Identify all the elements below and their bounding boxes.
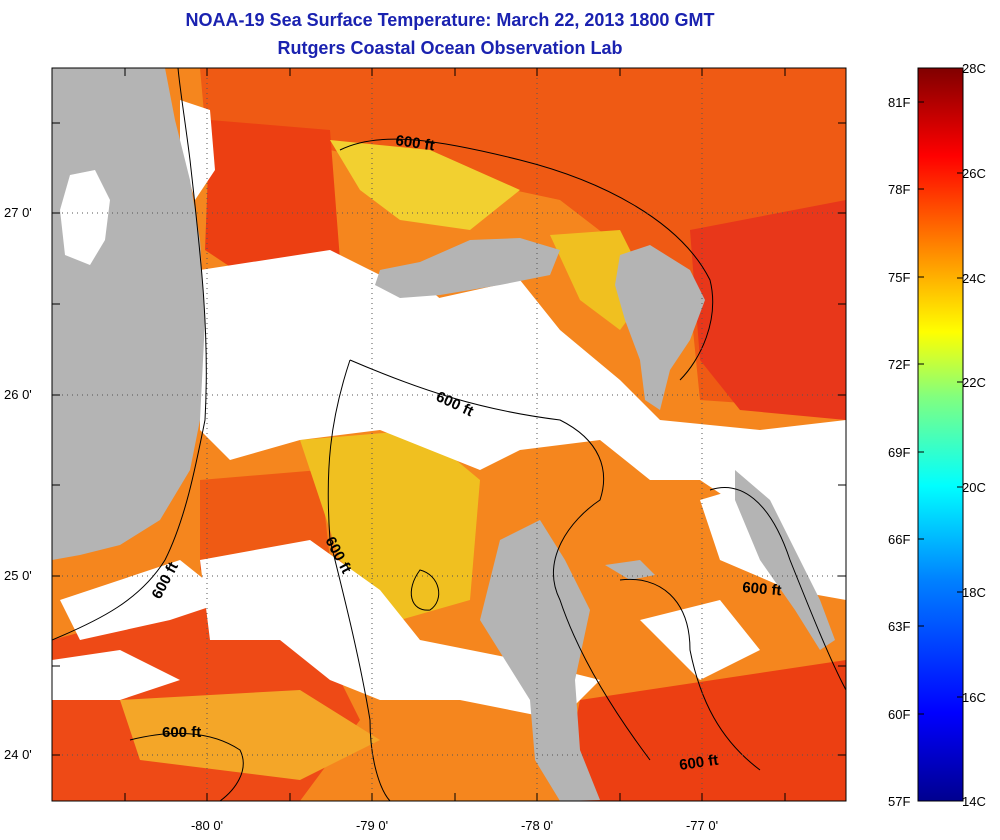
lon-label-79: -79 0' — [355, 818, 389, 833]
lon-label-78: -78 0' — [520, 818, 554, 833]
colorbar-label-14c: 14C — [962, 794, 986, 809]
colorbar-label-26c: 26C — [962, 166, 986, 181]
colorbar-label-24c: 24C — [962, 271, 986, 286]
lat-label-27: 27 0' — [4, 205, 32, 220]
warm-water-east — [690, 200, 846, 420]
lat-label-24: 24 0' — [4, 747, 32, 762]
warm-water-straits-north — [205, 120, 340, 280]
colorbar-label-78f: 78F — [888, 182, 911, 197]
land-new-providence — [605, 560, 655, 580]
cloud-keys — [60, 560, 230, 640]
cloud-south-central — [200, 540, 600, 720]
graticule — [52, 68, 846, 801]
colorbar-label-63f: 63F — [888, 619, 911, 634]
contour-label-south: 600 ft — [162, 724, 201, 741]
isobath-eleuthera — [709, 487, 846, 691]
lon-label-77: -77 0' — [685, 818, 719, 833]
cool-water-south — [120, 690, 380, 780]
lon-label-80: -80 0' — [190, 818, 224, 833]
lake-okeechobee — [60, 170, 110, 265]
colorbar-label-22c: 22C — [962, 375, 986, 390]
contour-label-southeast: 600 ft — [678, 752, 719, 774]
isobath-exuma-sound — [619, 578, 761, 771]
colorbar-label-20c: 20C — [962, 480, 986, 495]
land-andros — [480, 520, 600, 801]
isobath-great-bahama-bank-west — [327, 359, 391, 801]
colorbar-label-81f: 81F — [888, 95, 911, 110]
colorbar-label-75f: 75F — [888, 270, 911, 285]
land-abaco — [615, 245, 705, 410]
map-frame — [51, 67, 847, 802]
colorbar-label-69f: 69F — [888, 445, 911, 460]
colorbar-label-28c: 28C — [962, 61, 986, 76]
colorbar-label-66f: 66F — [888, 532, 911, 547]
map-area — [52, 68, 846, 801]
map-subtitle: Rutgers Coastal Ocean Observation Lab — [277, 38, 623, 58]
contour-label-north: 600 ft — [394, 132, 435, 154]
map-title: NOAA-19 Sea Surface Temperature: March 2… — [185, 10, 715, 30]
isobath-contours — [52, 68, 846, 801]
colorbar-label-16c: 16C — [962, 690, 986, 705]
isobath-florida-shelf — [52, 68, 207, 641]
colorbar-label-57f: 57F — [888, 794, 911, 809]
contour-label-east: 600 ft — [742, 579, 783, 599]
axis-ticks — [52, 68, 846, 801]
isobath-tongue-of-ocean — [349, 359, 651, 761]
colorbar — [917, 67, 964, 802]
cloud-exuma — [640, 600, 760, 680]
cool-water-bahama-bank — [300, 430, 480, 620]
isobath-closed-loop — [410, 569, 440, 611]
isobath-south — [129, 733, 244, 801]
colorbar-label-18c: 18C — [962, 585, 986, 600]
land-eleuthera — [735, 470, 835, 650]
cool-water-bank-north — [330, 140, 520, 230]
isobath-little-bahama-bank — [339, 138, 714, 381]
cloud-southwest — [52, 650, 180, 700]
warm-water-southeast — [560, 660, 846, 801]
lat-label-25: 25 0' — [4, 568, 32, 583]
colorbar-label-72f: 72F — [888, 357, 911, 372]
lat-label-26: 26 0' — [4, 387, 32, 402]
colorbar-ticks — [918, 101, 963, 715]
cloud-west-bank — [300, 290, 500, 370]
colorbar-label-60f: 60F — [888, 707, 911, 722]
land-grand-bahama — [375, 238, 560, 298]
